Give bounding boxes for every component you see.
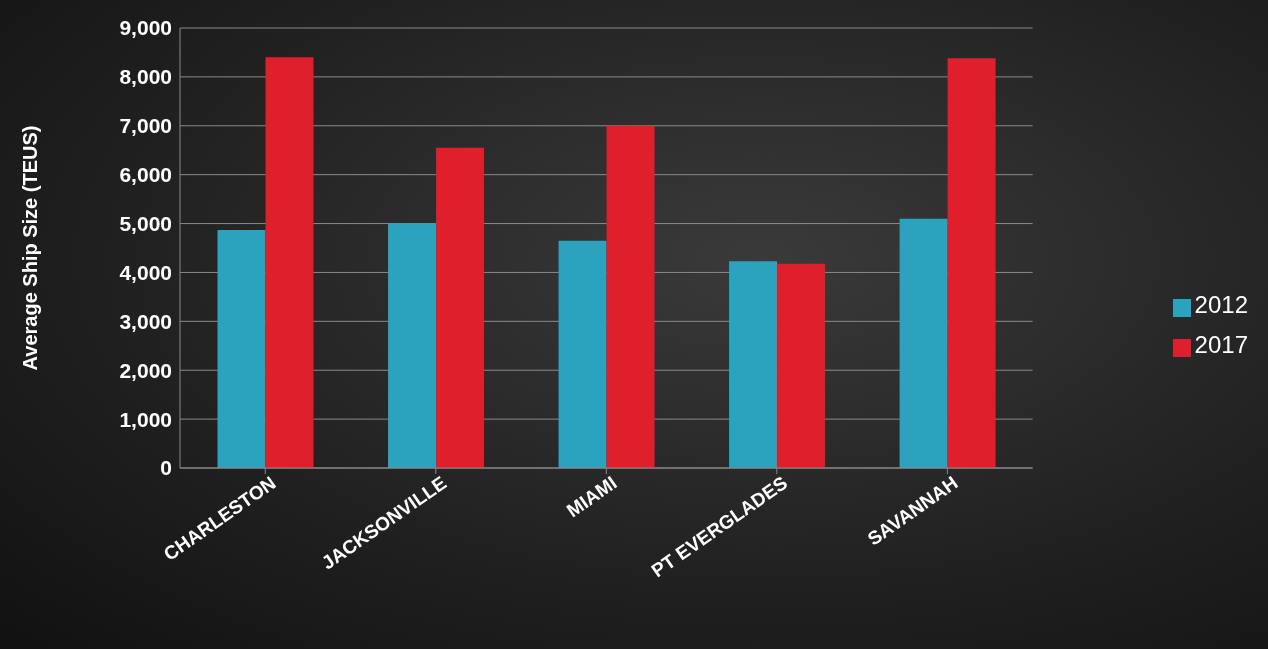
svg-text:7,000: 7,000: [119, 114, 172, 137]
svg-text:CHARLESTON: CHARLESTON: [160, 472, 280, 565]
svg-text:5,000: 5,000: [119, 212, 172, 235]
svg-text:9,000: 9,000: [119, 16, 172, 39]
svg-text:6,000: 6,000: [119, 163, 172, 186]
svg-text:1,000: 1,000: [119, 408, 172, 431]
svg-text:MIAMI: MIAMI: [563, 472, 621, 521]
svg-text:JACKSONVILLE: JACKSONVILLE: [318, 472, 450, 573]
svg-text:Average Ship Size (TEUS): Average Ship Size (TEUS): [19, 126, 41, 371]
svg-text:0: 0: [160, 456, 172, 479]
html-text:2012: 2012: [1194, 290, 1248, 318]
svg-text:2,000: 2,000: [119, 359, 172, 382]
svg-text:SAVANNAH: SAVANNAH: [864, 472, 962, 549]
html-text:2017: 2017: [1194, 330, 1248, 358]
svg-text:4,000: 4,000: [119, 261, 172, 284]
svg-text:3,000: 3,000: [119, 310, 172, 333]
svg-text:PT EVERGLADES: PT EVERGLADES: [648, 472, 792, 581]
svg-text:8,000: 8,000: [119, 65, 172, 88]
